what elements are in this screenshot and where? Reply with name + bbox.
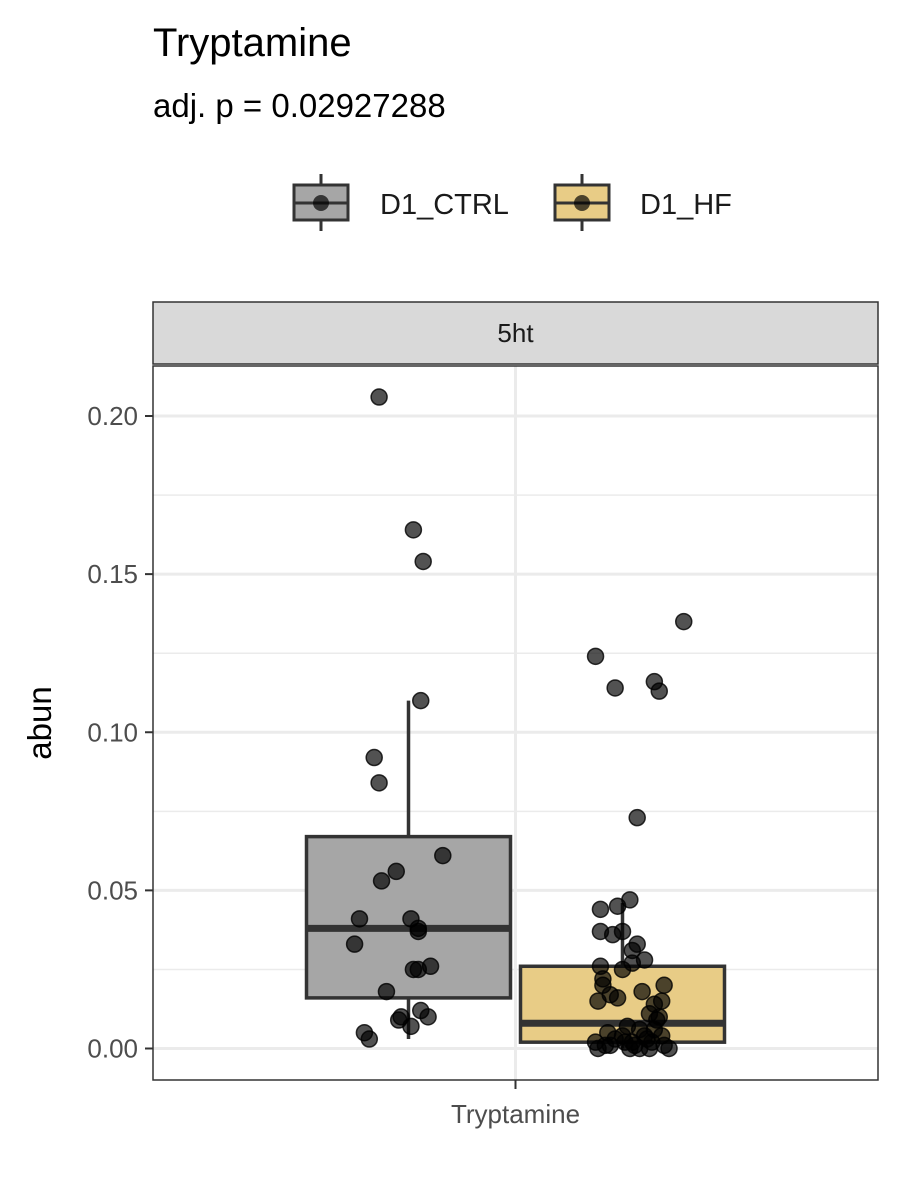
legend-label: D1_HF [640, 189, 732, 221]
data-point [377, 982, 396, 1001]
data-point [608, 989, 627, 1007]
box-D1_CTRL [304, 700, 513, 1040]
data-point [640, 1039, 659, 1058]
data-points [345, 388, 693, 1058]
data-point [591, 900, 610, 919]
x-axis: Tryptamine [451, 1080, 580, 1129]
data-point [613, 960, 632, 979]
legend-key-point [574, 195, 590, 211]
data-point [402, 1017, 420, 1036]
legend-key-point [313, 195, 329, 211]
data-point [387, 862, 405, 881]
data-point [370, 774, 388, 792]
data-point [414, 552, 432, 571]
data-point [404, 521, 423, 539]
data-point [419, 1008, 437, 1026]
data-point [412, 691, 430, 710]
data-point [434, 846, 452, 865]
data-point [660, 1039, 678, 1058]
legend-item-D1_HF: D1_HF [553, 174, 732, 231]
y-tick-label: 0.10 [87, 717, 138, 747]
legend-label: D1_CTRL [380, 189, 509, 221]
data-point [586, 647, 605, 666]
y-tick-label: 0.05 [87, 875, 138, 905]
y-tick-label: 0.00 [87, 1034, 138, 1064]
data-point [404, 960, 423, 979]
data-point [365, 748, 383, 767]
data-point [650, 1008, 668, 1026]
data-point [409, 922, 428, 941]
grid-lines [153, 366, 878, 1080]
facet-strip [152, 301, 879, 365]
y-tick-label: 0.20 [87, 401, 138, 431]
data-point [650, 682, 668, 700]
y-axis-title: abun [21, 686, 58, 759]
data-point [370, 388, 388, 406]
data-point [655, 976, 673, 994]
y-axis: 0.00 0.05 0.10 0.15 0.20 [87, 401, 153, 1064]
data-point [360, 1030, 379, 1048]
data-point [606, 679, 624, 697]
legend-item-D1_CTRL: D1_CTRL [292, 174, 509, 231]
chart-subtitle: adj. p = 0.02927288 [153, 87, 446, 124]
data-point [345, 935, 364, 953]
data-point [601, 1036, 619, 1055]
data-point [675, 612, 693, 631]
facet-label: 5ht [497, 318, 534, 348]
x-tick-label: Tryptamine [451, 1099, 580, 1129]
chart-title: Tryptamine [153, 21, 352, 65]
data-point [350, 910, 369, 928]
data-point [633, 982, 651, 1001]
data-point [613, 922, 632, 941]
data-point [372, 872, 391, 890]
y-tick-label: 0.15 [87, 559, 138, 589]
data-point [623, 1033, 642, 1051]
data-point [589, 992, 607, 1010]
legend: D1_CTRL D1_HF [292, 174, 732, 231]
data-point [608, 897, 627, 915]
data-point [628, 808, 646, 827]
